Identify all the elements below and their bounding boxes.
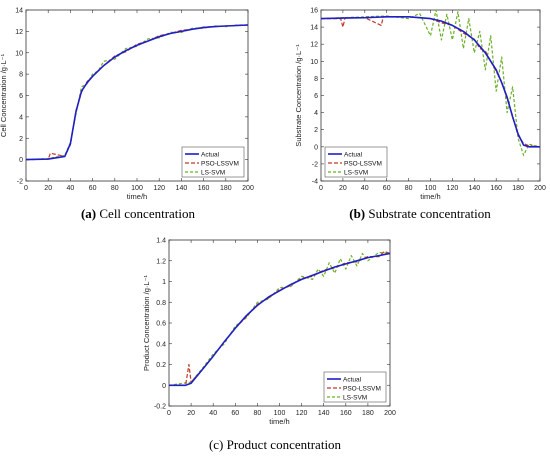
x-tick-label: 200 <box>384 410 396 417</box>
y-tick-label: 10 <box>310 59 318 66</box>
chart-panel-a: 0 20 40 60 80 100 120 140 160 180 200-202468101214… <box>0 8 254 202</box>
y-tick-label: -2 <box>312 161 318 168</box>
y-tick-label: 0.6 <box>156 321 166 328</box>
y-tick-label: 14 <box>15 8 23 15</box>
x-tick-label: 100 <box>274 410 286 417</box>
y-tick-label: 0 <box>19 157 23 164</box>
x-tick-label: 180 <box>362 410 374 417</box>
x-tick-label: 200 <box>242 185 254 192</box>
y-tick-label: 12 <box>310 42 318 49</box>
y-tick-label: 4 <box>19 114 23 121</box>
x-tick-label: 80 <box>405 185 413 192</box>
chart-panel-c: 0 20 40 60 80 100 120 140 160 180 200-0.200.20.40.… <box>142 238 396 427</box>
y-tick-label: -4 <box>312 179 318 186</box>
y-tick-label: 1.4 <box>156 238 166 245</box>
y-axis-label: Product Concentration /g·L⁻¹ <box>142 274 151 371</box>
x-tick-label: 20 <box>44 185 52 192</box>
series-line-ls-svm <box>168 251 391 386</box>
y-tick-label: 16 <box>310 8 318 15</box>
series-line-actual <box>25 24 249 161</box>
x-tick-label: 60 <box>383 185 391 192</box>
series-line-actual <box>320 15 540 148</box>
series-line-ls-svm <box>320 9 541 156</box>
x-axis-label: time/h <box>269 417 289 426</box>
y-tick-label: 1 <box>162 279 166 286</box>
y-tick-label: 0.4 <box>156 341 166 348</box>
legend-entry-actual: Actual <box>343 376 362 383</box>
x-tick-label: 180 <box>220 185 232 192</box>
x-tick-label: 40 <box>209 410 217 417</box>
x-tick-label: 20 <box>187 410 195 417</box>
x-tick-label: 100 <box>425 185 437 192</box>
caption-c: (c) Product concentration <box>209 437 342 452</box>
legend-entry-ls-svm: LS-SVM <box>343 394 367 401</box>
legend-entry-pso-lssvm: PSO-LSSVM <box>344 160 382 167</box>
legend-c: Actual PSO-LSSVM LS-SVM <box>323 371 387 403</box>
y-tick-label: 2 <box>19 136 23 143</box>
x-axis-label: time/h <box>420 192 440 201</box>
caption-b-text: Substrate concentration <box>365 206 491 221</box>
x-tick-label: 0 <box>167 410 171 417</box>
y-tick-label: 12 <box>15 29 23 36</box>
x-tick-label: 100 <box>131 185 143 192</box>
x-tick-label: 80 <box>111 185 119 192</box>
caption-b-letter: (b) <box>349 206 365 221</box>
x-tick-label: 0 <box>24 185 28 192</box>
x-axis-label: time/h <box>127 192 147 201</box>
x-tick-label: 20 <box>339 185 347 192</box>
y-axis-label: Cell Concentration /g·L⁻¹ <box>0 53 8 137</box>
caption-b: (b) Substrate concentration <box>349 206 491 221</box>
legend-a: Actual PSO-LSSVM LS-SVM <box>181 146 245 178</box>
caption-a-letter: (a) <box>81 206 96 221</box>
y-tick-label: 0 <box>314 144 318 151</box>
y-tick-label: -0.2 <box>154 404 166 411</box>
x-tick-label: 60 <box>89 185 97 192</box>
x-tick-label: 160 <box>490 185 502 192</box>
x-tick-label: 120 <box>153 185 165 192</box>
x-tick-label: 60 <box>231 410 239 417</box>
x-tick-label: 120 <box>296 410 308 417</box>
x-tick-label: 40 <box>361 185 369 192</box>
x-tick-label: 140 <box>318 410 330 417</box>
x-tick-label: 140 <box>176 185 188 192</box>
y-tick-label: 6 <box>314 93 318 100</box>
y-tick-label: 0.8 <box>156 300 166 307</box>
y-tick-label: 14 <box>310 25 318 32</box>
legend-entry-pso-lssvm: PSO-LSSVM <box>201 160 239 167</box>
x-tick-label: 80 <box>254 410 262 417</box>
y-axis-label: Substrate Concentration /g·L⁻¹ <box>294 44 303 147</box>
y-tick-label: 8 <box>19 72 23 79</box>
y-tick-label: 2 <box>314 127 318 134</box>
y-tick-label: 6 <box>19 93 23 100</box>
x-tick-label: 180 <box>512 185 524 192</box>
y-tick-label: 0.2 <box>156 362 166 369</box>
x-tick-label: 200 <box>534 185 546 192</box>
legend-b: Actual PSO-LSSVM LS-SVM <box>324 146 388 178</box>
y-tick-label: 8 <box>314 76 318 83</box>
y-tick-label: 10 <box>15 50 23 57</box>
chart-panel-b: 0 20 40 60 80 100 120 140 160 180 200 -4 -2 0 2 4 6 8 10 12… <box>294 8 546 202</box>
y-tick-label: 1.2 <box>156 258 166 265</box>
x-tick-label: 160 <box>340 410 352 417</box>
x-tick-label: 160 <box>198 185 210 192</box>
y-tick-label: 4 <box>314 110 318 117</box>
legend-entry-ls-svm: LS-SVM <box>201 169 225 176</box>
legend-entry-actual: Actual <box>344 151 363 158</box>
series-line-actual <box>169 252 391 387</box>
y-tick-label: -2 <box>17 179 23 186</box>
legend-entry-actual: Actual <box>201 151 220 158</box>
caption-a-text: Cell concentration <box>96 206 195 221</box>
caption-a: (a) Cell concentration <box>81 206 196 221</box>
x-tick-label: 0 <box>319 185 323 192</box>
x-tick-label: 120 <box>447 185 459 192</box>
x-tick-label: 140 <box>468 185 480 192</box>
y-tick-label: 0 <box>162 383 166 390</box>
legend-entry-pso-lssvm: PSO-LSSVM <box>343 385 381 392</box>
legend-entry-ls-svm: LS-SVM <box>344 169 368 176</box>
x-tick-label: 40 <box>67 185 75 192</box>
